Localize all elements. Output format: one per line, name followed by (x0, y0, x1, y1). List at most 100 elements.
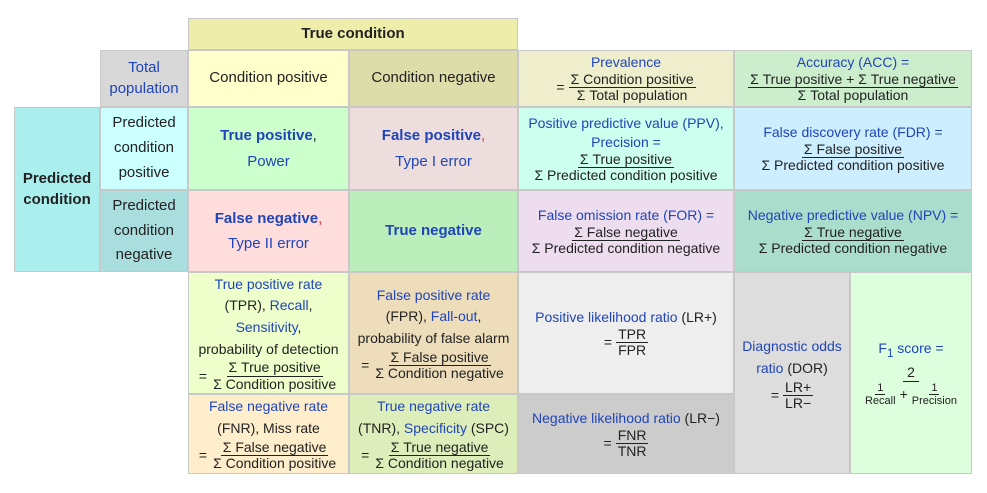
total-population-cell: Total population (100, 50, 188, 107)
tpr-abbrev: (TPR), (224, 297, 270, 314)
equals-sign: = (361, 446, 370, 463)
for-label: False omission rate (FOR) = (537, 206, 715, 223)
npv-denominator: Σ Predicted condition negative (758, 239, 948, 256)
fdr-label: False discovery rate (FDR) = (763, 124, 943, 141)
accuracy-cell: Accuracy (ACC) = Σ True positive + Σ Tru… (734, 50, 972, 107)
predicted-condition-label: Predicted condition (22, 170, 92, 208)
npv-numerator: Σ True negative (802, 223, 904, 241)
condition-negative-header: Condition negative (349, 50, 518, 107)
equals-sign: = (603, 333, 613, 350)
false-negative-cell: False negative, Type II error (188, 190, 349, 272)
fnr-denominator: Σ Condition positive (213, 455, 337, 472)
fdr-cell: False discovery rate (FDR) = Σ False pos… (734, 107, 972, 190)
recall-reciprocal-numerator: 1 (875, 381, 886, 395)
lr-positive-label: Positive likelihood ratio (535, 308, 678, 325)
false-positive-label: False positive (381, 127, 482, 144)
sensitivity-link[interactable]: Sensitivity (235, 319, 298, 336)
lr-negative-label: Negative likelihood ratio (532, 409, 681, 426)
recall-reciprocal-denominator: Recall (864, 394, 896, 407)
for-cell: False omission rate (FOR) = Σ False nega… (518, 190, 734, 272)
predicted-condition-positive-label: Predicted condition positive (112, 114, 176, 181)
for-fraction: Σ False negative Σ Predicted condition n… (530, 224, 722, 257)
lr-positive-fraction: TPR FPR (616, 325, 649, 359)
accuracy-label: Accuracy (ACC) = (796, 54, 910, 71)
fpr-denominator: Σ Condition negative (375, 365, 504, 382)
f1-subscript: 1 (886, 346, 894, 360)
fdr-fraction: Σ False positive Σ Predicted condition p… (760, 141, 947, 174)
comma: , (308, 297, 313, 314)
lr-negative-fraction: FNR TNR (615, 426, 649, 460)
f1-score-cell: F1 score = 2 1 Recall + 1 Precision (850, 272, 972, 474)
lr-positive-denominator: FPR (618, 341, 647, 358)
tpr-fraction: Σ True positive Σ Condition positive (211, 360, 338, 392)
recall-link[interactable]: Recall (269, 297, 309, 314)
equals-sign: = (770, 386, 780, 403)
type-1-error-link[interactable]: Type I error (395, 152, 472, 170)
ppv-numerator: Σ True positive (577, 150, 675, 168)
tnr-denominator: Σ Condition negative (375, 455, 504, 472)
fall-out-link[interactable]: Fall-out (430, 308, 478, 325)
type-2-error-link[interactable]: Type II error (228, 235, 309, 252)
lr-negative-cell: Negative likelihood ratio (LR−) = FNR TN… (518, 394, 734, 474)
precision-reciprocal-denominator: Precision (911, 394, 957, 407)
f1-denominator: 1 Recall + 1 Precision (861, 382, 961, 407)
power-link[interactable]: Power (247, 152, 290, 170)
tpr-cell: True positive rate (TPR), Recall, Sensit… (188, 272, 349, 394)
false-negative-label: False negative (214, 209, 319, 227)
miss-rate-label: (FNR), Miss rate (217, 420, 320, 437)
accuracy-numerator: Σ True positive + Σ True negative (748, 71, 958, 89)
prevalence-numerator: Σ Condition positive (568, 71, 696, 89)
fpr-abbrev: (FPR), (385, 308, 431, 325)
fnr-numerator: Σ False negative (220, 438, 329, 457)
dor-label: Diagnostic odds (742, 337, 842, 354)
comma: , (318, 209, 323, 227)
accuracy-fraction: Σ True positive + Σ True negative Σ Tota… (748, 71, 958, 104)
npv-cell: Negative predictive value (NPV) = Σ True… (734, 190, 972, 272)
for-denominator: Σ Predicted condition negative (531, 239, 721, 256)
dor-numerator: LR+ (783, 378, 814, 396)
specificity-link[interactable]: Specificity (403, 420, 467, 437)
lr-positive-abbrev: (LR+) (677, 308, 717, 325)
true-negative-label: True negative (385, 221, 482, 239)
tnr-abbrev: (TNR), (358, 420, 404, 437)
predicted-condition-positive-cell: Predicted condition positive (100, 107, 188, 190)
true-positive-label: True positive (220, 127, 313, 144)
condition-positive-header: Condition positive (188, 50, 349, 107)
dor-fraction: LR+ LR− (783, 378, 814, 412)
lr-positive-cell: Positive likelihood ratio (LR+) = TPR FP… (518, 272, 734, 394)
prevalence-label: Prevalence (590, 54, 662, 71)
fpr-cell: False positive rate (FPR), Fall-out, pro… (349, 272, 518, 394)
equals-sign: = (198, 446, 208, 463)
f1-score-label: score = (893, 339, 944, 356)
comma: , (477, 308, 482, 325)
dor-ratio-label: ratio (756, 360, 784, 377)
f1-numerator: 2 (903, 365, 919, 382)
precision-label: Precision = (591, 133, 661, 150)
prevalence-fraction: Σ Condition positive Σ Total population (568, 71, 696, 104)
plus-sign: + (899, 385, 908, 402)
tnr-numerator: Σ True negative (388, 438, 491, 457)
fpr-fraction: Σ False positive Σ Condition negative (373, 349, 506, 382)
lr-negative-abbrev: (LR−) (680, 409, 720, 426)
lr-positive-numerator: TPR (616, 325, 649, 343)
tpr-denominator: Σ Condition positive (213, 375, 337, 392)
prevalence-cell: Prevalence = Σ Condition positive Σ Tota… (518, 50, 734, 107)
accuracy-denominator: Σ Total population (797, 87, 909, 104)
true-condition-header: True condition (188, 18, 518, 50)
fnr-cell: False negative rate (FNR), Miss rate = Σ… (188, 394, 349, 474)
equals-sign: = (198, 367, 208, 384)
condition-negative-label: Condition negative (371, 69, 496, 87)
fdr-denominator: Σ Predicted condition positive (761, 157, 945, 174)
comma: , (481, 127, 486, 144)
lr-negative-numerator: FNR (615, 426, 649, 444)
dor-denominator: LR− (785, 394, 812, 411)
tpr-label: True positive rate (214, 275, 323, 292)
probability-of-detection-label: probability of detection (198, 340, 339, 357)
false-positive-cell: False positive, Type I error (349, 107, 518, 190)
predicted-condition-negative-cell: Predicted condition negative (100, 190, 188, 272)
fnr-fraction: Σ False negative Σ Condition positive (211, 438, 338, 472)
true-negative-cell: True negative (349, 190, 518, 272)
npv-label: Negative predictive value (NPV) = (747, 206, 959, 223)
fpr-label: False positive rate (376, 286, 491, 303)
tnr-cell: True negative rate (TNR), Specificity (S… (349, 394, 518, 474)
